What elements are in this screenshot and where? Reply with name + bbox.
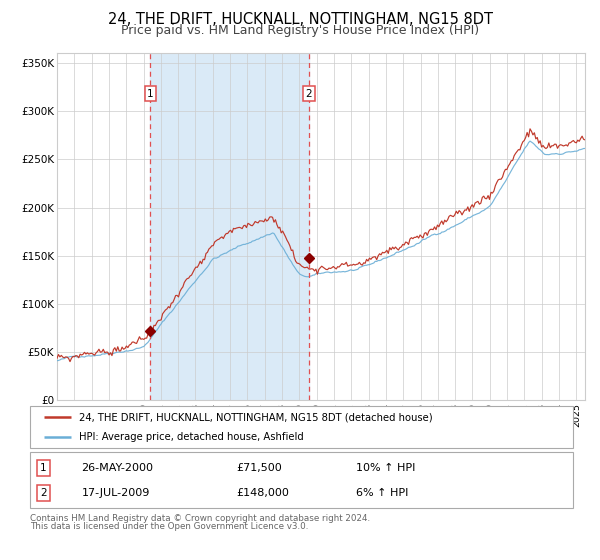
Text: 2: 2: [305, 88, 312, 99]
Text: 24, THE DRIFT, HUCKNALL, NOTTINGHAM, NG15 8DT (detached house): 24, THE DRIFT, HUCKNALL, NOTTINGHAM, NG1…: [79, 412, 433, 422]
Text: 26-MAY-2000: 26-MAY-2000: [82, 463, 154, 473]
Text: 2: 2: [40, 488, 47, 498]
Text: 1: 1: [147, 88, 154, 99]
Text: 17-JUL-2009: 17-JUL-2009: [82, 488, 150, 498]
Text: 6% ↑ HPI: 6% ↑ HPI: [356, 488, 408, 498]
Text: Price paid vs. HM Land Registry's House Price Index (HPI): Price paid vs. HM Land Registry's House …: [121, 24, 479, 37]
Text: £71,500: £71,500: [236, 463, 282, 473]
Text: Contains HM Land Registry data © Crown copyright and database right 2024.: Contains HM Land Registry data © Crown c…: [30, 514, 370, 523]
Text: 1: 1: [40, 463, 47, 473]
FancyBboxPatch shape: [30, 406, 573, 448]
Text: 24, THE DRIFT, HUCKNALL, NOTTINGHAM, NG15 8DT: 24, THE DRIFT, HUCKNALL, NOTTINGHAM, NG1…: [107, 12, 493, 27]
FancyBboxPatch shape: [30, 452, 573, 508]
Bar: [151, 53, 309, 400]
Text: 10% ↑ HPI: 10% ↑ HPI: [356, 463, 415, 473]
Text: £148,000: £148,000: [236, 488, 289, 498]
Text: This data is licensed under the Open Government Licence v3.0.: This data is licensed under the Open Gov…: [30, 522, 308, 531]
Text: HPI: Average price, detached house, Ashfield: HPI: Average price, detached house, Ashf…: [79, 432, 304, 442]
